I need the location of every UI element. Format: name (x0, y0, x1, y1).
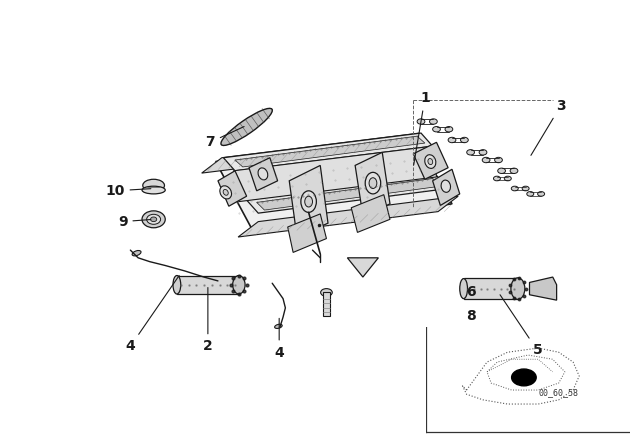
Ellipse shape (173, 276, 180, 294)
Polygon shape (218, 171, 246, 206)
Ellipse shape (142, 186, 165, 194)
Text: 7: 7 (205, 126, 244, 149)
Ellipse shape (417, 119, 425, 124)
Ellipse shape (220, 186, 232, 199)
Polygon shape (348, 258, 378, 277)
Ellipse shape (448, 137, 456, 143)
Text: 1: 1 (413, 91, 429, 165)
Polygon shape (202, 133, 419, 173)
Ellipse shape (433, 126, 440, 132)
Ellipse shape (493, 176, 500, 181)
Polygon shape (463, 278, 518, 299)
Ellipse shape (504, 176, 511, 181)
Ellipse shape (482, 157, 490, 163)
Polygon shape (216, 137, 452, 229)
Ellipse shape (321, 289, 332, 296)
Ellipse shape (132, 250, 141, 256)
Ellipse shape (150, 217, 157, 222)
Ellipse shape (223, 190, 228, 195)
Polygon shape (234, 146, 436, 202)
Text: 10: 10 (105, 184, 151, 198)
Ellipse shape (445, 126, 452, 132)
Polygon shape (249, 158, 278, 191)
Polygon shape (177, 276, 239, 294)
Polygon shape (413, 142, 448, 179)
Text: 3: 3 (531, 99, 565, 155)
Text: 4: 4 (125, 276, 179, 353)
Polygon shape (246, 176, 448, 213)
Ellipse shape (142, 211, 165, 228)
Polygon shape (223, 133, 433, 171)
Text: 00_60_58: 00_60_58 (538, 388, 578, 397)
Ellipse shape (510, 168, 518, 173)
Ellipse shape (233, 276, 245, 294)
Ellipse shape (522, 186, 529, 191)
Ellipse shape (461, 137, 468, 143)
Text: 5: 5 (500, 295, 542, 357)
Ellipse shape (428, 159, 433, 164)
Ellipse shape (147, 214, 161, 224)
Ellipse shape (538, 192, 545, 196)
Ellipse shape (369, 178, 377, 189)
Ellipse shape (479, 150, 487, 155)
Ellipse shape (527, 192, 534, 196)
Polygon shape (289, 165, 328, 237)
Ellipse shape (511, 186, 518, 191)
Ellipse shape (425, 155, 436, 168)
Text: 4: 4 (275, 319, 284, 359)
Ellipse shape (441, 180, 451, 192)
Polygon shape (323, 293, 330, 315)
Ellipse shape (495, 157, 502, 163)
Text: 8: 8 (467, 309, 476, 323)
Ellipse shape (143, 179, 164, 192)
Ellipse shape (221, 108, 273, 146)
Ellipse shape (460, 279, 467, 299)
Polygon shape (288, 214, 326, 252)
Text: 2: 2 (203, 288, 212, 353)
Ellipse shape (365, 172, 381, 194)
Circle shape (511, 369, 536, 386)
Ellipse shape (275, 324, 282, 328)
Polygon shape (433, 169, 460, 206)
Ellipse shape (467, 150, 474, 155)
Text: 9: 9 (118, 215, 151, 228)
Text: 6: 6 (467, 285, 476, 299)
Ellipse shape (258, 168, 268, 180)
Ellipse shape (429, 119, 437, 124)
Polygon shape (257, 178, 440, 210)
Polygon shape (355, 152, 390, 215)
Ellipse shape (498, 168, 506, 173)
Polygon shape (235, 136, 425, 167)
Ellipse shape (305, 196, 312, 207)
Polygon shape (529, 277, 557, 300)
Ellipse shape (511, 278, 525, 299)
Polygon shape (351, 195, 390, 233)
Polygon shape (238, 196, 458, 237)
Ellipse shape (301, 191, 316, 212)
